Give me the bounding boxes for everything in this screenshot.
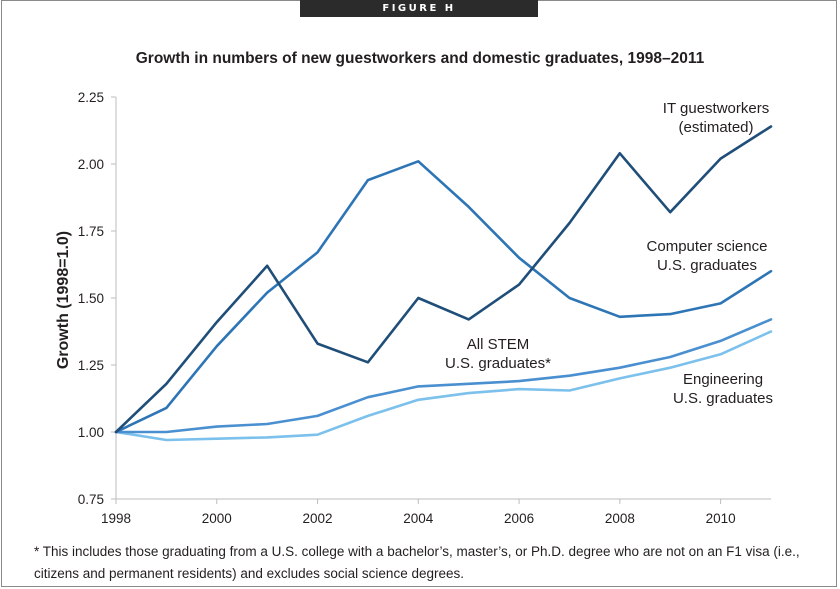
y-tick-label: 0.75 (78, 492, 104, 507)
series-line-1 (114, 125, 773, 434)
series-label-1: IT guestworkers (estimated) (663, 100, 769, 136)
y-tick-label: 2.00 (78, 157, 104, 172)
x-tick-label: 2000 (202, 511, 232, 526)
y-tick-label: 1.50 (78, 291, 104, 306)
series-label-line: Computer science (647, 238, 768, 255)
series-line-3 (114, 318, 773, 434)
series-label-line: U.S. graduates* (445, 355, 551, 372)
series-label-2: Computer science U.S. graduates (647, 238, 768, 274)
x-tick-label: 2004 (403, 511, 434, 526)
series-line-4 (114, 330, 773, 442)
y-tick-label: 1.25 (78, 358, 104, 373)
series-label-4: Engineering U.S. graduates (673, 371, 773, 407)
figure-banner: FIGURE H (300, 0, 538, 17)
x-tick-label: 2006 (504, 511, 534, 526)
y-tick-label: 1.75 (78, 224, 104, 239)
x-tick-label: 2002 (303, 511, 333, 526)
series-label-line: U.S. graduates (657, 257, 757, 274)
series-label-line: All STEM (467, 336, 530, 353)
x-tick-label: 2008 (605, 511, 635, 526)
chart-title: Growth in numbers of new guestworkers an… (135, 50, 705, 67)
x-tick-label: 1998 (101, 511, 131, 526)
footnote: * This includes those graduating from a … (34, 544, 800, 581)
series-label-line: IT guestworkers (663, 100, 769, 117)
series-label-line: (estimated) (678, 119, 753, 136)
series-line-2 (114, 160, 773, 434)
series-label-3: All STEM U.S. graduates* (445, 336, 551, 372)
series-label-line: Engineering (683, 371, 763, 388)
y-tick-label: 1.00 (78, 425, 104, 440)
series-label-line: U.S. graduates (673, 390, 773, 407)
y-tick-label: 2.25 (78, 90, 104, 105)
x-tick-label: 2010 (706, 511, 736, 526)
